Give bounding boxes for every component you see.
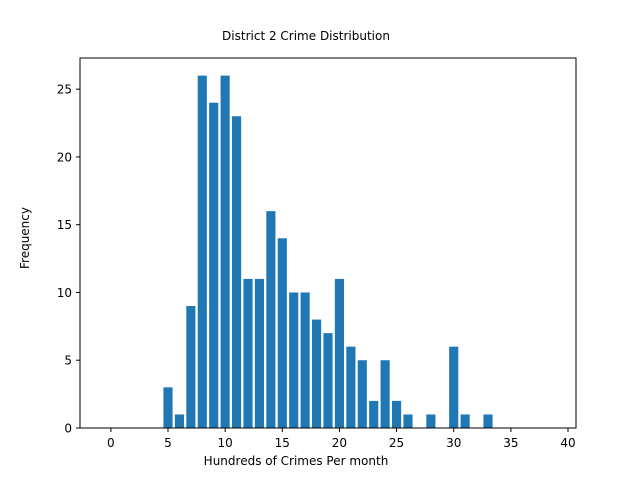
x-tick-label: 25 <box>389 436 404 450</box>
bar <box>426 414 436 428</box>
bar <box>277 238 287 428</box>
bar <box>334 278 344 428</box>
bar <box>174 414 184 428</box>
bar <box>449 346 459 428</box>
bar <box>186 306 196 428</box>
bar <box>197 75 207 429</box>
x-tick-label: 30 <box>446 436 461 450</box>
bar <box>357 360 367 428</box>
bars <box>163 75 493 429</box>
bar <box>254 278 264 428</box>
bar <box>403 414 413 428</box>
x-tick-label: 10 <box>218 436 233 450</box>
y-tick-label: 0 <box>64 422 72 436</box>
y-tick-label: 20 <box>57 150 72 164</box>
x-tick-label: 15 <box>275 436 290 450</box>
bar <box>243 278 253 428</box>
bar <box>266 211 276 428</box>
bar <box>346 346 356 428</box>
y-tick-label: 10 <box>57 286 72 300</box>
y-tick-label: 5 <box>64 354 72 368</box>
bar <box>300 292 310 428</box>
bar <box>312 319 322 428</box>
plot-frame <box>79 57 577 429</box>
y-tick-label: 15 <box>57 218 72 232</box>
bar <box>380 360 390 428</box>
x-axis-ticks: 0 5 10 15 20 25 30 35 40 <box>107 428 576 450</box>
y-tick-label: 25 <box>57 83 72 97</box>
x-tick-label: 35 <box>503 436 518 450</box>
y-axis-ticks: 0 5 10 15 20 25 <box>57 83 80 436</box>
x-tick-label: 40 <box>560 436 575 450</box>
x-tick-label: 0 <box>107 436 115 450</box>
bar <box>369 400 379 428</box>
y-axis-label: Frequency <box>18 207 32 269</box>
bar <box>460 414 470 428</box>
x-tick-label: 20 <box>332 436 347 450</box>
x-tick-label: 5 <box>164 436 172 450</box>
bar <box>483 414 493 428</box>
bar <box>392 400 402 428</box>
bar <box>232 116 242 428</box>
bar <box>323 333 333 428</box>
bar <box>163 387 173 428</box>
chart-title: District 2 Crime Distribution <box>222 29 390 43</box>
bar <box>209 102 219 428</box>
x-axis-label: Hundreds of Crimes Per month <box>204 454 389 468</box>
bar <box>220 75 230 429</box>
bar <box>289 292 299 428</box>
